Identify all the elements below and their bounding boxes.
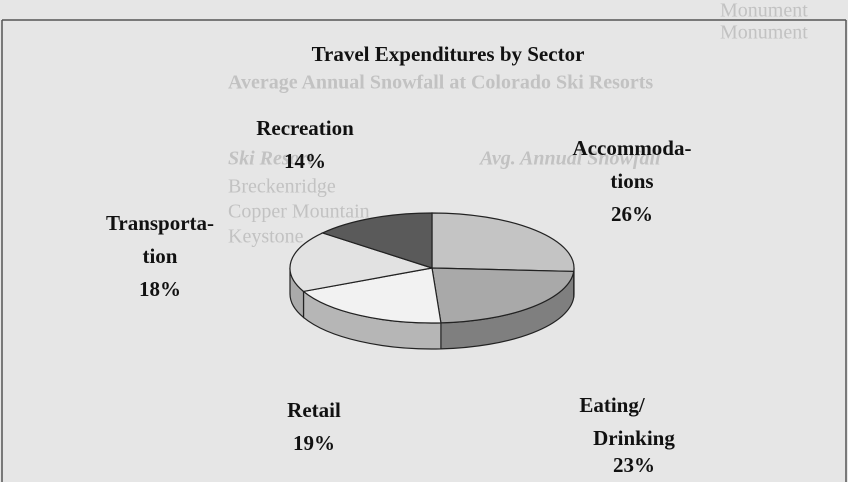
slice-label: Transporta-tion [106,211,214,268]
value-label: 14% [284,149,326,173]
chart-title: Travel Expenditures by Sector [312,42,585,66]
slice [302,267,442,324]
slice-label: Eating/Drinking [579,393,675,450]
faded-text: Monument [720,0,808,22]
slice [431,267,575,324]
label-line: Drinking [593,426,675,450]
faded-text: Monument [720,22,808,44]
pie [289,212,575,350]
faded-heading: Average Annual Snowfall at Colorado Ski … [228,72,653,94]
label-line: tion [142,244,177,268]
slice [320,212,433,269]
label-line: Recreation [256,116,354,140]
value-label: 26% [611,202,653,226]
slice [431,212,575,273]
value-label: 18% [139,277,181,301]
slice-label: Recreation [256,116,354,140]
label-line: Retail [287,398,341,422]
label-line: Transporta- [106,211,214,235]
slice-label: Retail [287,398,341,422]
faded-text: Breckenridge [228,176,336,198]
value-label: 19% [293,431,335,455]
label-line: Accommoda- [573,136,692,160]
label-line: Eating/ [579,393,646,417]
labels: Accommoda-tions 26% Eating/Drinking 23% Reta… [106,116,692,477]
faded-text: Keystone [228,226,304,248]
value-label: 23% [613,453,655,477]
label-line: tions [610,169,653,193]
faded-text: Avg. Annual Snowfall [478,148,661,170]
slice-label: Accommoda-tions [573,136,692,193]
slice [289,232,433,293]
faded-text: Copper Mountain [228,201,370,223]
faded-text: Ski Resort [228,148,314,170]
